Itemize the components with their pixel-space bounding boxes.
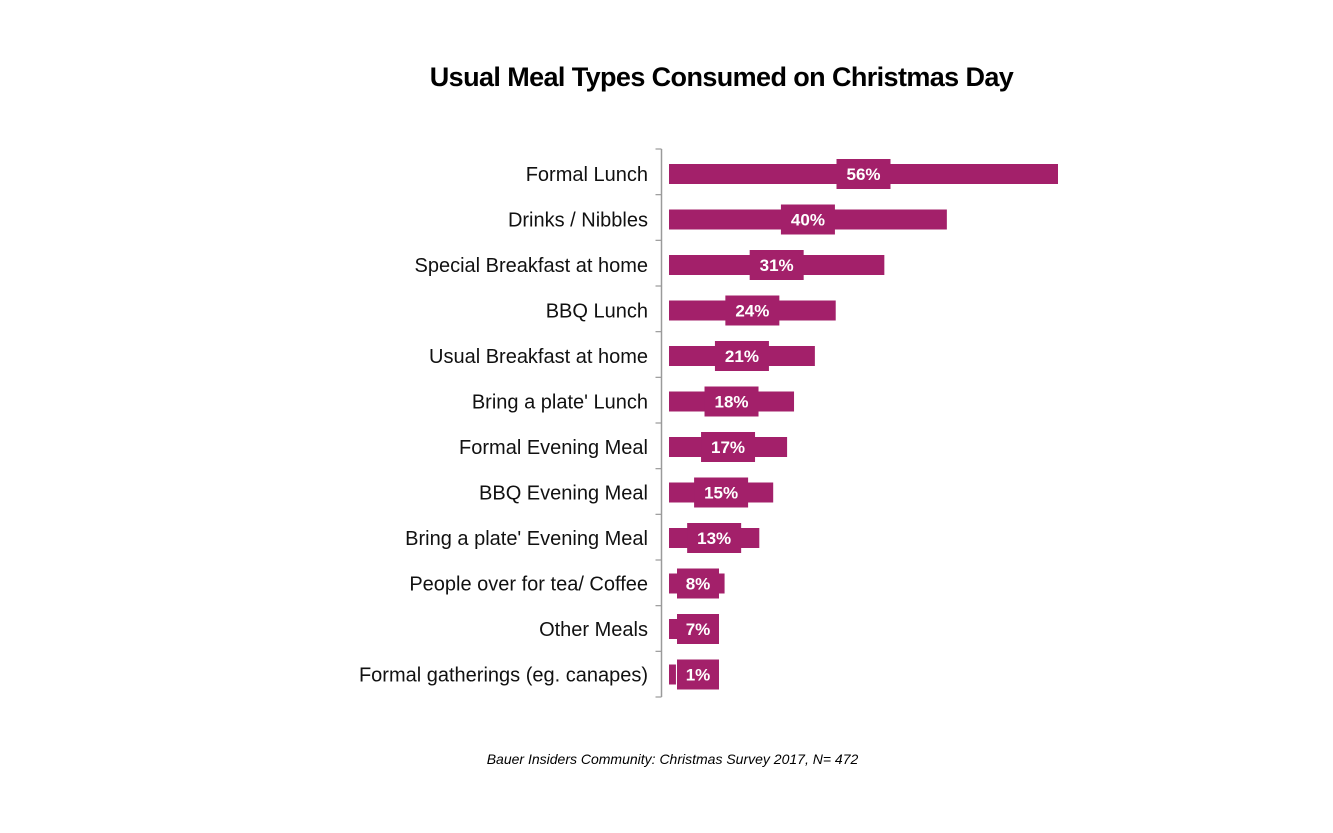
data-label: 17% <box>711 438 745 457</box>
data-label-box <box>780 204 835 235</box>
category-label: Bring a plate' Lunch <box>472 392 648 414</box>
category-label: People over for tea/ Coffee <box>409 574 648 596</box>
data-label: 18% <box>715 393 749 412</box>
category-label: Formal gatherings (eg. canapes) <box>359 665 648 687</box>
data-label-box <box>694 477 749 508</box>
data-label-box <box>677 659 719 690</box>
chart-title: Usual Meal Types Consumed on Christmas D… <box>429 62 1014 92</box>
source-footnote: Bauer Insiders Community: Christmas Surv… <box>486 751 859 767</box>
data-label-box <box>749 250 804 280</box>
data-label: 13% <box>697 529 731 548</box>
category-label: BBQ Lunch <box>546 301 648 323</box>
category-label: Special Breakfast at home <box>415 255 648 277</box>
data-labels: 56% 40% 31% 24% 21% 18% 17% 15% 13% 8% 7% 1% <box>677 159 891 690</box>
category-label: Drinks / Nibbles <box>508 210 648 232</box>
data-label-box <box>704 386 759 417</box>
data-label: 24% <box>735 302 769 321</box>
data-label: 56% <box>846 165 880 184</box>
data-label-box <box>701 432 756 462</box>
bar <box>669 664 676 685</box>
category-label: Bring a plate' Evening Meal <box>405 528 648 550</box>
category-label: BBQ Evening Meal <box>479 483 648 505</box>
category-axis <box>655 148 663 698</box>
data-label: 40% <box>791 211 825 230</box>
category-label: Formal Lunch <box>526 164 648 186</box>
data-label: 8% <box>686 575 711 594</box>
data-label-box <box>677 568 719 599</box>
category-label: Usual Breakfast at home <box>429 346 648 368</box>
bars <box>669 164 1058 685</box>
data-label-box <box>677 614 719 644</box>
data-label: 7% <box>686 620 711 639</box>
category-label: Other Meals <box>539 619 648 641</box>
category-labels: Formal Lunch Drinks / Nibbles Special Brea… <box>359 164 648 687</box>
category-label: Formal Evening Meal <box>459 437 648 459</box>
data-label-box <box>714 341 769 371</box>
data-label-box <box>687 523 742 553</box>
data-label: 31% <box>760 256 794 275</box>
data-label: 21% <box>725 347 759 366</box>
data-label-box <box>836 159 891 189</box>
data-label: 1% <box>686 666 711 685</box>
data-label-box <box>725 295 780 326</box>
data-label: 15% <box>704 484 738 503</box>
